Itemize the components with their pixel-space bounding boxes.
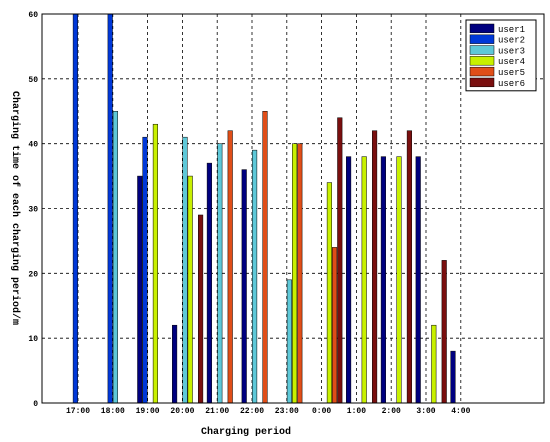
bar-user2-18:00 (107, 13, 113, 404)
bar-user3-18:00 (112, 111, 118, 404)
bar-user3-20:00 (182, 136, 188, 404)
bar-user3-21:00 (217, 143, 223, 404)
plot-frame (41, 13, 545, 404)
x-tick-label: 20:00 (170, 407, 194, 416)
x-tick-label: 21:00 (205, 407, 229, 416)
y-tick-label: 60 (28, 11, 38, 20)
bar-user5-0:00 (332, 247, 338, 404)
bar-user6-1:00 (372, 130, 378, 404)
y-tick-label: 30 (28, 206, 38, 215)
bar-user6-0:00 (337, 117, 343, 404)
legend-label-user5: user5 (498, 68, 525, 78)
bar-user6-20:00 (198, 214, 204, 404)
y-tick-label: 40 (28, 141, 38, 150)
bar-user3-23:00 (286, 279, 292, 404)
bar-user4-23:00 (292, 143, 298, 404)
bar-user5-21:00 (227, 130, 233, 404)
bar-user4-3:00 (431, 324, 437, 404)
legend-swatch-user6 (469, 77, 495, 88)
y-axis-label: Charging time of each charging period/m (9, 91, 21, 325)
legend-label-user3: user3 (498, 46, 525, 56)
bar-user2-19:00 (142, 136, 148, 404)
y-tick-label: 20 (28, 270, 38, 279)
bar-user2-17:00 (72, 13, 78, 404)
x-tick-label: 4:00 (451, 407, 470, 416)
legend-swatch-user3 (469, 45, 495, 55)
bars (72, 13, 456, 404)
legend-label-user1: user1 (498, 25, 525, 35)
x-tick-label: 22:00 (240, 407, 264, 416)
bar-user4-1:00 (361, 156, 367, 404)
bar-user4-19:00 (152, 123, 158, 404)
bar-user1-20:00 (172, 324, 178, 404)
x-tick-label: 17:00 (66, 407, 90, 416)
bar-user1-21:00 (206, 162, 212, 404)
bar-user1-4:00 (450, 350, 456, 404)
y-tick-label: 0 (33, 400, 38, 409)
grid-lines (42, 14, 544, 403)
bar-user4-0:00 (326, 182, 332, 404)
x-tick-label: 18:00 (101, 407, 125, 416)
x-tick-label: 2:00 (382, 407, 401, 416)
bar-user5-22:00 (262, 111, 268, 404)
x-tick-label: 1:00 (347, 407, 366, 416)
x-tick-label: 19:00 (136, 407, 160, 416)
legend-label-user4: user4 (498, 57, 525, 67)
bar-user4-2:00 (396, 156, 402, 404)
bar-user1-2:00 (380, 156, 386, 404)
x-tick-label: 0:00 (312, 407, 331, 416)
x-tick-label: 3:00 (416, 407, 435, 416)
legend-swatch-user4 (469, 56, 495, 66)
bar-user5-23:00 (297, 143, 303, 404)
legend-label-user6: user6 (498, 79, 525, 89)
tick-labels: 0 10 20 30 40 50 60 17:00 18:00 19:00 20:00 21:00 22… (28, 11, 470, 416)
legend-swatch-user2 (469, 34, 495, 44)
bar-user4-20:00 (187, 175, 193, 404)
bar-user1-1:00 (346, 156, 352, 404)
bar-user6-3:00 (441, 260, 447, 404)
bar-user1-22:00 (241, 169, 247, 404)
y-tick-label: 10 (28, 335, 38, 344)
x-tick-label: 23:00 (275, 407, 299, 416)
x-axis-label: Charging period (201, 426, 291, 438)
legend-label-user2: user2 (498, 36, 525, 46)
bar-user3-22:00 (252, 149, 258, 404)
bar-user1-19:00 (137, 175, 143, 404)
legend-swatch-user5 (469, 66, 495, 77)
bar-user1-3:00 (415, 156, 421, 404)
y-tick-label: 50 (28, 76, 38, 85)
legend-swatch-user1 (469, 23, 495, 34)
bar-user6-2:00 (406, 130, 412, 404)
